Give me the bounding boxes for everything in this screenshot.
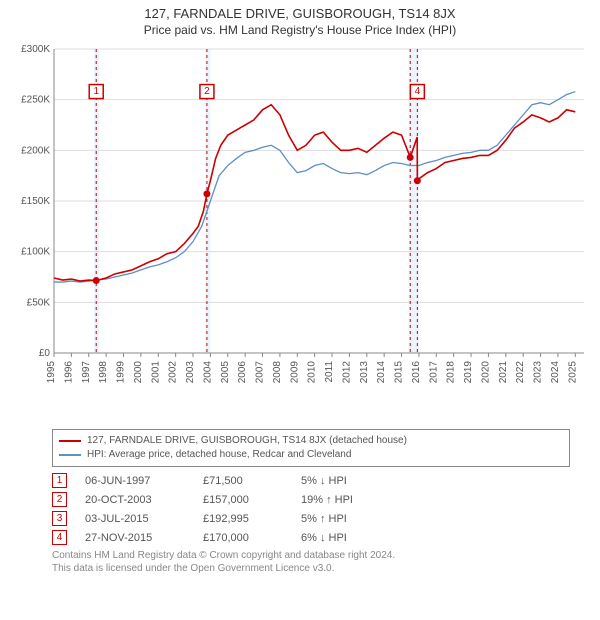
svg-text:£50K: £50K [27, 297, 51, 308]
svg-text:2006: 2006 [237, 361, 248, 384]
svg-text:1: 1 [93, 86, 99, 97]
svg-text:2014: 2014 [376, 361, 387, 384]
svg-text:1996: 1996 [63, 361, 74, 384]
svg-text:2011: 2011 [324, 361, 335, 383]
svg-text:2007: 2007 [255, 361, 266, 384]
table-row: 4 27-NOV-2015 £170,000 6% ↓ HPI [52, 530, 570, 545]
title-subtitle: Price paid vs. HM Land Registry's House … [0, 23, 600, 37]
title-address: 127, FARNDALE DRIVE, GUISBOROUGH, TS14 8… [0, 6, 600, 21]
svg-text:1997: 1997 [81, 361, 92, 384]
svg-text:£300K: £300K [21, 44, 50, 55]
sale-marker-icon: 4 [52, 530, 67, 545]
svg-text:2: 2 [204, 86, 210, 97]
svg-text:2020: 2020 [480, 361, 491, 384]
sale-date: 06-JUN-1997 [85, 475, 185, 487]
footnote-line: Contains HM Land Registry data © Crown c… [52, 549, 570, 562]
legend-label-hpi: HPI: Average price, detached house, Redc… [87, 448, 351, 462]
sale-price: £71,500 [203, 475, 283, 487]
svg-text:£100K: £100K [21, 247, 50, 258]
sale-price: £192,995 [203, 513, 283, 525]
sale-date: 20-OCT-2003 [85, 494, 185, 506]
table-row: 2 20-OCT-2003 £157,000 19% ↑ HPI [52, 492, 570, 507]
legend-row-hpi: HPI: Average price, detached house, Redc… [59, 448, 563, 462]
svg-text:£150K: £150K [21, 196, 50, 207]
svg-text:2010: 2010 [307, 361, 318, 384]
svg-text:1995: 1995 [46, 361, 57, 384]
svg-text:1999: 1999 [116, 361, 127, 384]
legend-row-property: 127, FARNDALE DRIVE, GUISBOROUGH, TS14 8… [59, 434, 563, 448]
svg-text:1998: 1998 [98, 361, 109, 384]
sales-table: 1 06-JUN-1997 £71,500 5% ↓ HPI 2 20-OCT-… [52, 473, 570, 545]
svg-text:2000: 2000 [133, 361, 144, 384]
legend: 127, FARNDALE DRIVE, GUISBOROUGH, TS14 8… [52, 429, 570, 467]
table-row: 3 03-JUL-2015 £192,995 5% ↑ HPI [52, 511, 570, 526]
sale-price: £170,000 [203, 532, 283, 544]
sale-pct: 19% ↑ HPI [301, 494, 401, 506]
legend-swatch-hpi [59, 454, 81, 456]
svg-text:2016: 2016 [411, 361, 422, 384]
svg-text:2025: 2025 [567, 361, 578, 384]
svg-text:£200K: £200K [21, 145, 50, 156]
sale-pct: 5% ↑ HPI [301, 513, 401, 525]
svg-text:2021: 2021 [498, 361, 509, 384]
svg-text:2015: 2015 [394, 361, 405, 384]
svg-text:2018: 2018 [446, 361, 457, 384]
sale-date: 03-JUL-2015 [85, 513, 185, 525]
legend-label-property: 127, FARNDALE DRIVE, GUISBOROUGH, TS14 8… [87, 434, 407, 448]
svg-text:2002: 2002 [168, 361, 179, 384]
legend-swatch-property [59, 440, 81, 442]
table-row: 1 06-JUN-1997 £71,500 5% ↓ HPI [52, 473, 570, 488]
svg-text:2024: 2024 [550, 361, 561, 384]
svg-text:2003: 2003 [185, 361, 196, 384]
svg-text:2008: 2008 [272, 361, 283, 384]
svg-text:2005: 2005 [220, 361, 231, 384]
svg-text:2004: 2004 [202, 361, 213, 384]
svg-text:2009: 2009 [289, 361, 300, 384]
chart: £0 £50K £100K £150K £200K £250K £300K 1995 1996 1… [8, 43, 592, 423]
title-block: 127, FARNDALE DRIVE, GUISBOROUGH, TS14 8… [0, 0, 600, 39]
svg-text:4: 4 [415, 86, 421, 97]
sale-marker-icon: 1 [52, 473, 67, 488]
svg-text:2012: 2012 [341, 361, 352, 384]
svg-text:£0: £0 [39, 348, 51, 359]
svg-text:2022: 2022 [515, 361, 526, 384]
footnote-line: This data is licensed under the Open Gov… [52, 562, 570, 575]
svg-text:2019: 2019 [463, 361, 474, 384]
sale-pct: 6% ↓ HPI [301, 532, 401, 544]
sale-pct: 5% ↓ HPI [301, 475, 401, 487]
figure: 127, FARNDALE DRIVE, GUISBOROUGH, TS14 8… [0, 0, 600, 620]
chart-svg: £0 £50K £100K £150K £200K £250K £300K 1995 1996 1… [8, 43, 592, 423]
svg-text:£250K: £250K [21, 95, 50, 106]
sale-marker-icon: 3 [52, 511, 67, 526]
sale-marker-icon: 2 [52, 492, 67, 507]
footnote: Contains HM Land Registry data © Crown c… [52, 549, 570, 575]
sale-price: £157,000 [203, 494, 283, 506]
sale-date: 27-NOV-2015 [85, 532, 185, 544]
svg-text:2017: 2017 [428, 361, 439, 384]
svg-text:2013: 2013 [359, 361, 370, 384]
svg-text:2023: 2023 [533, 361, 544, 384]
svg-text:2001: 2001 [150, 361, 161, 384]
